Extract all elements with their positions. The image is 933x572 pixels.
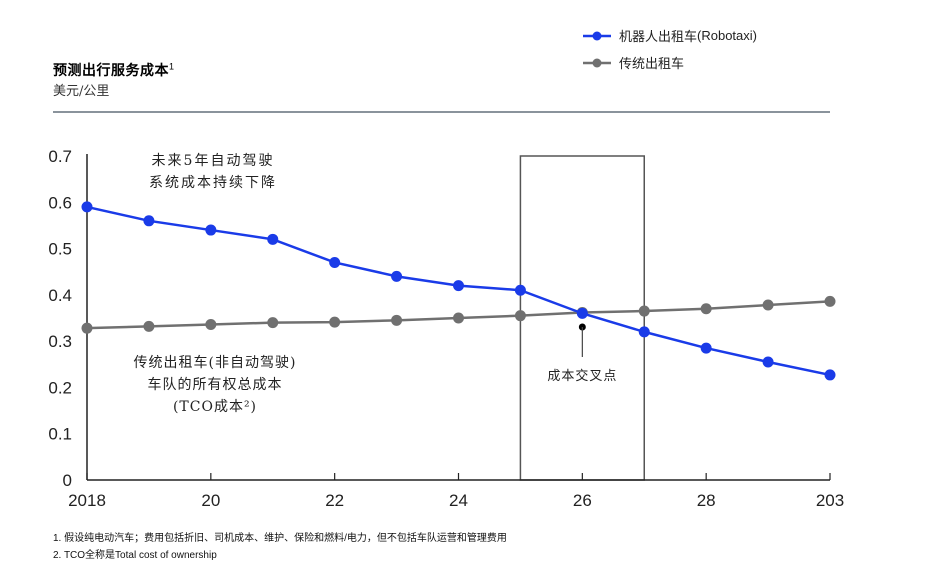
legend: 机器人出租车 (Robotaxi) 传统出租车	[583, 22, 757, 76]
chart-title: 预测出行服务成本1	[53, 60, 175, 80]
traditional-taxi-point	[205, 318, 217, 330]
annotation-traditional-tco: (TCO成本²)	[173, 399, 257, 415]
robotaxi-point	[514, 284, 526, 296]
robotaxi-point	[638, 326, 650, 338]
y-tick-label: 0.5	[48, 240, 72, 259]
legend-item-traditional-taxi: 传统出租车	[583, 49, 757, 76]
y-tick-label: 0.4	[48, 286, 72, 305]
x-tick-label: 22	[325, 491, 344, 510]
y-tick-label: 0.7	[48, 147, 72, 166]
y-tick-label: 0.1	[48, 425, 72, 444]
title-footnote-marker: 1	[169, 61, 175, 72]
traditional-taxi-point	[638, 305, 650, 317]
gray-line-marker-icon	[583, 58, 611, 67]
annotation-autonomous-cost-decline: 未来5年自动驾驶	[152, 153, 275, 169]
blue-line-marker-icon	[583, 31, 611, 40]
traditional-taxi-point	[81, 322, 93, 334]
robotaxi-point	[267, 233, 279, 245]
x-tick-label: 2018	[68, 491, 106, 510]
x-tick-label: 20	[201, 491, 220, 510]
traditional-taxi-point	[329, 316, 341, 328]
annotation-traditional-tco: 传统出租车(非自动驾驶)	[134, 354, 297, 371]
unit-label: 美元/公里	[53, 84, 110, 99]
x-tick-label: 26	[573, 491, 592, 510]
robotaxi-point	[576, 307, 588, 319]
footnotes: 1. 假设纯电动汽车；费用包括折旧、司机成本、维护、保险和燃料/电力，但不包括车…	[53, 530, 507, 564]
y-tick-label: 0.3	[48, 332, 72, 351]
traditional-taxi-point	[453, 312, 464, 324]
header-divider	[53, 111, 830, 113]
footnote-1: 1. 假设纯电动汽车；费用包括折旧、司机成本、维护、保险和燃料/电力，但不包括车…	[53, 533, 507, 544]
footnote-2: 2. TCO全称是Total cost of ownership	[53, 550, 217, 561]
traditional-taxi-point	[824, 295, 836, 307]
y-tick-label: 0.6	[48, 193, 72, 212]
y-tick-label: 0.2	[48, 378, 72, 397]
y-tick-label: 0	[63, 471, 72, 490]
traditional-taxi-point	[762, 299, 774, 311]
robotaxi-point	[143, 215, 155, 227]
traditional-taxi-point	[391, 314, 403, 326]
robotaxi-point	[453, 280, 464, 292]
legend-label: 传统出租车	[619, 57, 685, 72]
traditional-taxi-point	[143, 320, 155, 332]
traditional-taxi-point	[700, 303, 712, 315]
robotaxi-point	[700, 342, 712, 354]
robotaxi-point	[329, 256, 341, 268]
traditional-taxi-point	[267, 317, 279, 329]
legend-label-en: (Robotaxi)	[697, 28, 757, 43]
legend-item-robotaxi: 机器人出租车 (Robotaxi)	[583, 22, 757, 49]
robotaxi-point	[824, 369, 836, 381]
x-tick-label: 24	[449, 491, 468, 510]
annotation-traditional-tco: 车队的所有权总成本	[148, 376, 283, 393]
robotaxi-point	[391, 270, 403, 282]
x-tick-label: 203	[816, 491, 844, 510]
robotaxi-point	[762, 356, 774, 368]
traditional-taxi-point	[514, 310, 526, 322]
crossover-label: 成本交叉点	[547, 368, 617, 384]
legend-label: 机器人出租车	[619, 30, 698, 45]
annotation-autonomous-cost-decline: 系统成本持续下降	[149, 174, 277, 191]
robotaxi-point	[205, 224, 217, 236]
robotaxi-point	[81, 201, 93, 213]
chart-title-text: 预测出行服务成本	[53, 63, 169, 79]
x-tick-label: 28	[697, 491, 716, 510]
